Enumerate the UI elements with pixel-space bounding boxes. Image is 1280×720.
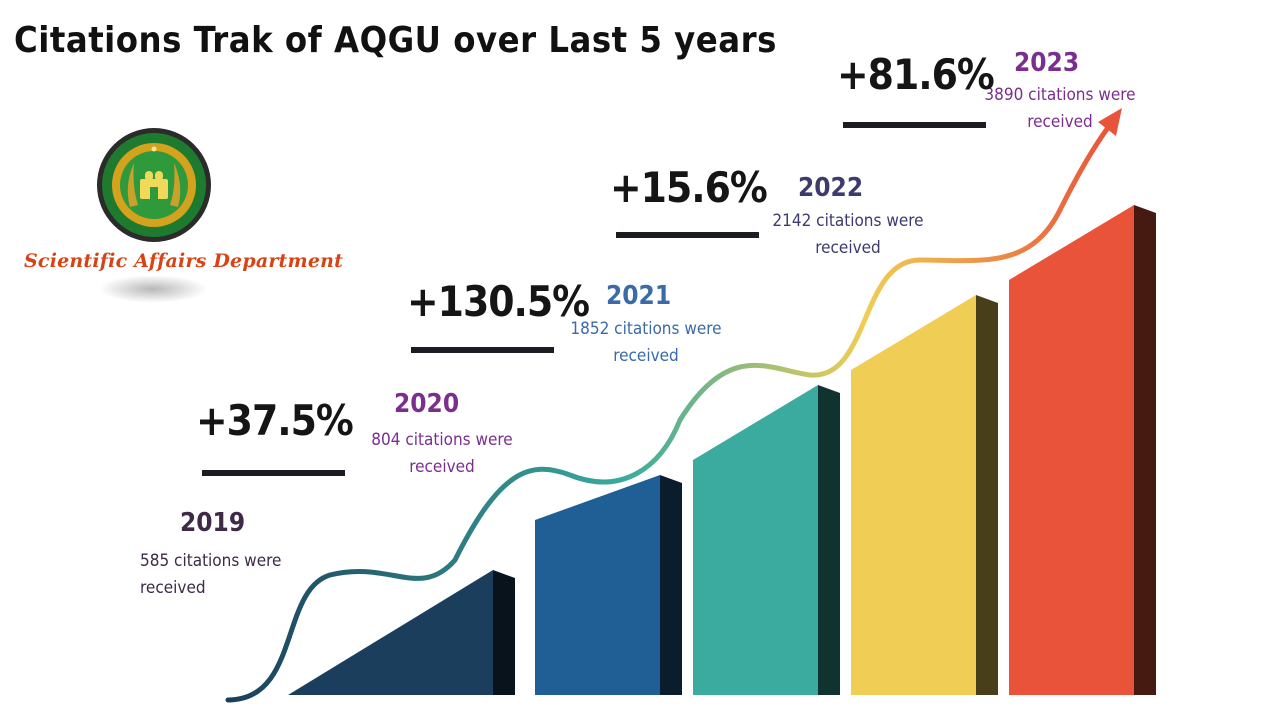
department-label: Scientific Affairs Department xyxy=(24,250,344,272)
bar-2019 xyxy=(288,570,493,695)
year-label-2020: 2020 xyxy=(394,389,460,419)
growth-label-1: +37.5% xyxy=(196,396,354,445)
university-seal-icon xyxy=(94,127,214,247)
data-label-2021: 1852 citations were received xyxy=(570,319,722,366)
growth-label-4: +81.6% xyxy=(837,50,995,99)
bar-side-2021 xyxy=(818,385,840,695)
bar-2022 xyxy=(851,295,976,695)
bar-side-2019 xyxy=(493,570,515,695)
trend-arrow-line xyxy=(225,119,1115,703)
year-label-2023: 2023 xyxy=(1014,48,1080,78)
data-label-2023: 3890 citations were received xyxy=(984,85,1136,132)
bar-2020 xyxy=(535,475,660,695)
growth-underline-3 xyxy=(616,232,759,238)
data-label-2022: 2142 citations were received xyxy=(772,211,924,258)
department-shadow xyxy=(98,275,208,303)
bar-2021 xyxy=(693,385,818,695)
data-label-2019: 585 citations were received xyxy=(140,551,282,598)
year-label-2019: 2019 xyxy=(180,508,246,538)
bar-side-2023 xyxy=(1134,205,1156,695)
bar-2023 xyxy=(1009,205,1134,695)
year-label-2022: 2022 xyxy=(798,173,864,203)
growth-label-3: +15.6% xyxy=(610,163,768,212)
bar-side-2020 xyxy=(660,475,682,695)
growth-underline-4 xyxy=(843,122,986,128)
growth-underline-1 xyxy=(202,470,345,476)
year-label-2021: 2021 xyxy=(606,281,672,311)
growth-label-2: +130.5% xyxy=(407,277,590,326)
bar-side-2022 xyxy=(976,295,998,695)
page-title: Citations Trak of AQGU over Last 5 years xyxy=(14,20,777,61)
trend-arrow-head xyxy=(1098,108,1122,136)
data-label-2020: 804 citations were received xyxy=(371,430,513,477)
growth-underline-2 xyxy=(411,347,554,353)
